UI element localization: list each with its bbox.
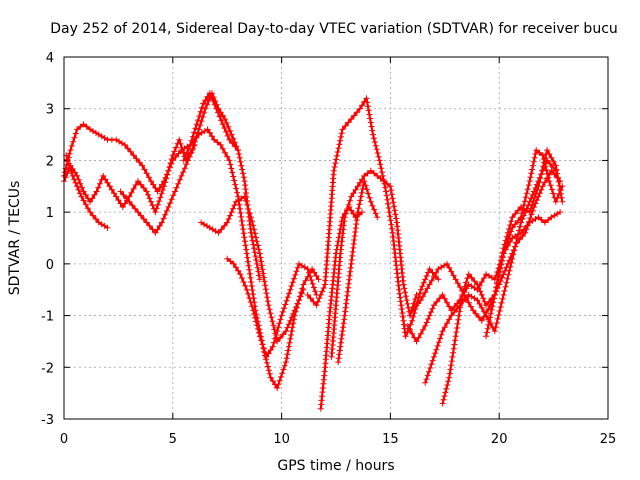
x-tick-label: 0: [60, 432, 68, 447]
chart-title: Day 252 of 2014, Sidereal Day-to-day VTE…: [50, 21, 618, 37]
x-axis-label: GPS time / hours: [277, 458, 394, 474]
series-sat-c: [63, 152, 111, 231]
y-tick-label: 0: [46, 258, 54, 273]
series-markers: [317, 204, 366, 412]
series-markers: [483, 147, 566, 340]
y-tick-label: 4: [46, 51, 54, 66]
y-tick-label: -1: [41, 310, 54, 325]
y-tick-label: 1: [46, 206, 54, 221]
series-markers: [63, 152, 111, 231]
axis-ticks: [63, 56, 609, 420]
series-markers: [422, 157, 559, 386]
x-tick-label: 20: [491, 432, 508, 447]
x-tick-label: 15: [382, 432, 399, 447]
series-markers: [61, 121, 322, 391]
y-tick-label: 3: [46, 103, 54, 118]
data-series: [61, 90, 566, 412]
series-markers: [180, 90, 242, 164]
series-sat-a: [61, 121, 322, 391]
series-sat-d: [117, 141, 198, 236]
series-sat-n: [422, 157, 559, 386]
series-markers: [117, 141, 198, 236]
grid-lines: [64, 57, 608, 419]
y-tick-label: 2: [46, 154, 54, 169]
series-markers: [198, 193, 307, 345]
tick-labels: 0 5 10 15 20 25 -3 -2 -1 0 1 2 3 4: [41, 51, 616, 447]
series-sat-l: [404, 209, 564, 345]
series-line: [62, 123, 320, 390]
series-sat-j: [328, 167, 420, 360]
series-markers: [335, 178, 381, 366]
y-axis-label: SDTVAR / TECUs: [7, 181, 23, 296]
series-markers: [404, 209, 564, 345]
series-line: [485, 149, 564, 337]
series-sat-k: [335, 178, 381, 366]
series-markers: [224, 255, 320, 360]
series-sat-f: [198, 193, 307, 345]
plot-frame: [63, 56, 609, 420]
series-sat-p: [483, 147, 566, 340]
series-markers: [328, 167, 420, 360]
series-sat-g: [224, 255, 320, 360]
x-tick-label: 10: [273, 432, 290, 447]
series-markers: [304, 95, 442, 340]
series-markers: [409, 167, 564, 324]
series-markers: [61, 90, 263, 283]
series-sat-m: [409, 167, 564, 324]
series-sat-e: [180, 90, 242, 164]
x-tick-label: 25: [600, 432, 617, 447]
y-tick-label: -2: [41, 361, 54, 376]
series-sat-b: [61, 90, 263, 283]
series-sat-i: [317, 204, 366, 412]
series-sat-h: [304, 95, 442, 340]
x-tick-label: 5: [169, 432, 177, 447]
y-tick-label: -3: [41, 413, 54, 428]
